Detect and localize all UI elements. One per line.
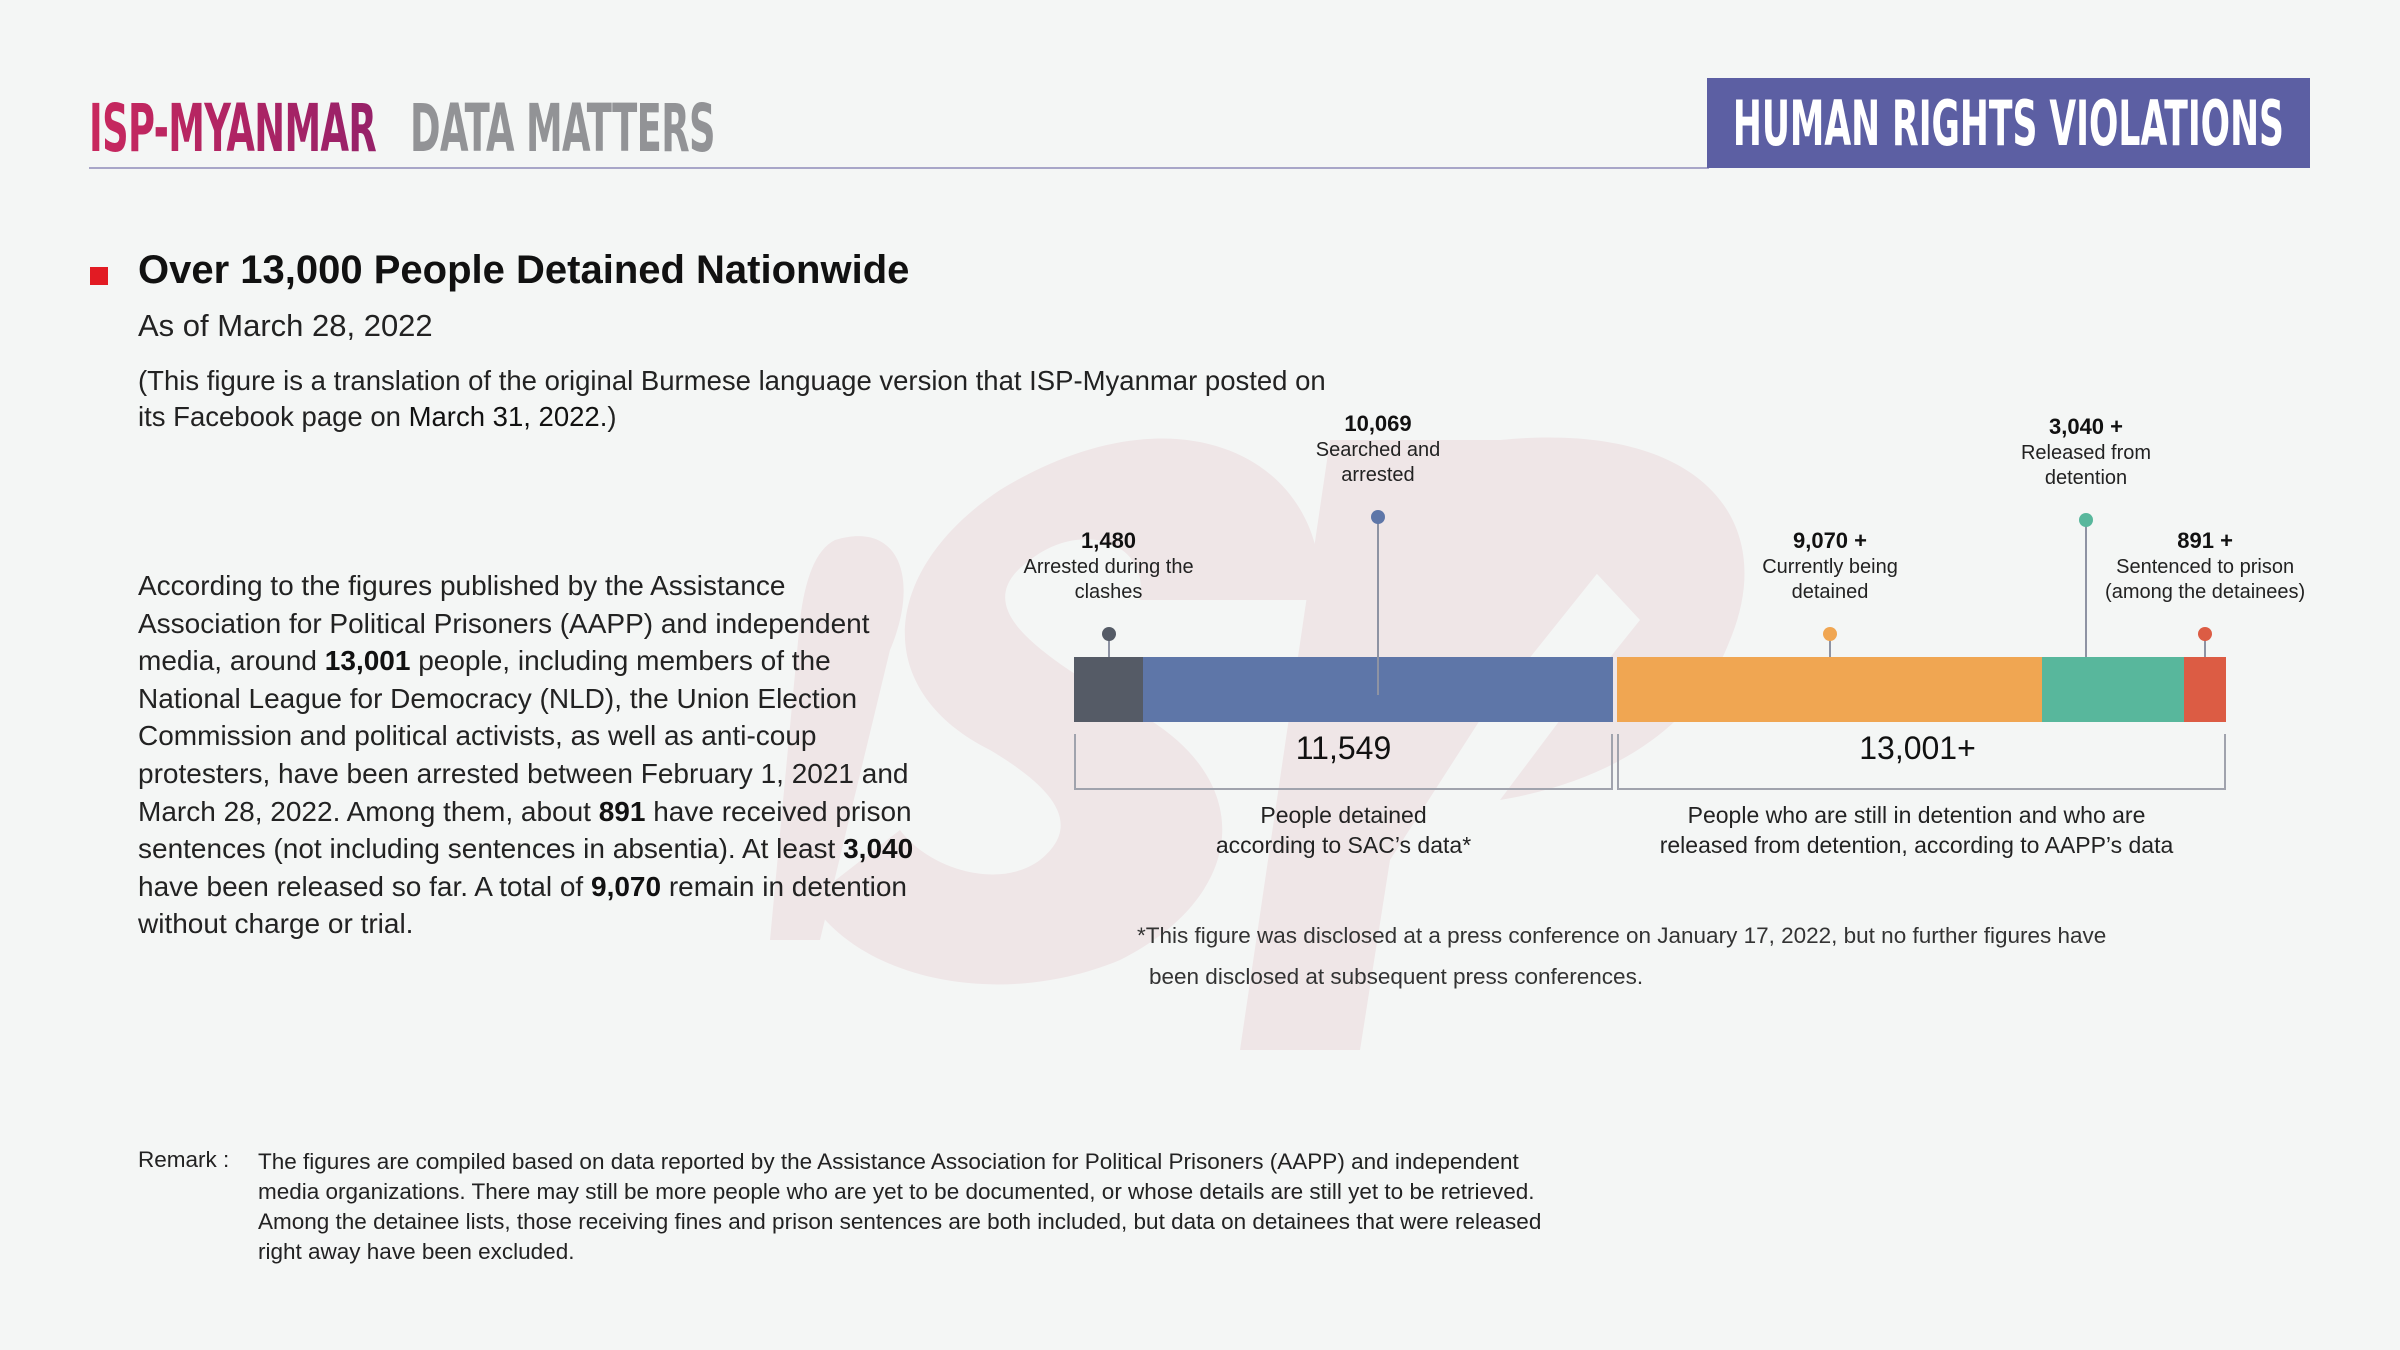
callout-label: clashes [1074, 581, 1143, 603]
group-total-label: 13,001+ [1859, 730, 1976, 766]
callout-label: Arrested during the [1023, 556, 1194, 578]
footnote-line-1: *This figure was disclosed at a press co… [1137, 923, 2107, 948]
footnote-line-2: been disclosed at subsequent press confe… [1149, 964, 1644, 989]
chart-footnote: *This figure was disclosed at a press co… [1137, 915, 2106, 997]
note-date: March 31, 2022. [408, 401, 608, 432]
segment-callout: 9,070 + Currently being detained [1762, 527, 1898, 605]
group-description: People detained according to SAC’s data* [1216, 800, 1471, 860]
as-of-date: As of March 28, 2022 [138, 308, 433, 343]
bar-segment-arrested-during-the-clashes [1074, 657, 1144, 722]
callout-label: Currently being [1762, 556, 1898, 578]
paragraph-text: have received prison sentences (not incl… [138, 795, 912, 865]
callout-label: detention [2044, 467, 2128, 489]
callout-label: arrested [1341, 464, 1415, 486]
highlight-number: 13,001 [324, 645, 411, 677]
callout-pin-dot [1371, 510, 1385, 524]
paragraph-text: people, including members of the Nationa… [138, 645, 909, 827]
paragraph-text: remain in detention without charge or tr… [138, 870, 908, 940]
bar-segment-currently-being-detained [1617, 657, 2042, 722]
summary-paragraph: According to the figures published by th… [138, 567, 918, 943]
highlight-number: 9,070 [591, 870, 662, 902]
note-prefix: (This figure is a translation of the ori… [138, 365, 1326, 432]
group-description-line: People detained [1260, 802, 1427, 828]
callout-pin-line [1107, 634, 1110, 657]
segment-callout: 1,480 Arrested during the clashes [1023, 527, 1193, 605]
callout-pin-dot [2079, 513, 2093, 527]
callout-label: Sentenced to prison [2116, 556, 2295, 578]
callout-pin-dot [1101, 627, 1116, 641]
group-description-line: released from detention, according to AA… [1659, 832, 2174, 858]
callout-label: Released from [2020, 442, 2152, 464]
group-description: People who are still in detention and wh… [1660, 800, 2174, 860]
callout-value: 1,480 [1080, 528, 1137, 553]
callout-value: 3,040 + [2048, 414, 2123, 439]
page-title: Over 13,000 People Detained Nationwide [138, 248, 910, 292]
header-divider [89, 167, 1709, 169]
callout-label: Searched and [1315, 439, 1441, 461]
remark-text: The figures are compiled based on data r… [258, 1149, 1542, 1264]
callout-pin-line [1377, 517, 1379, 695]
callout-pin-dot [1823, 627, 1837, 641]
note-suffix: ) [607, 401, 617, 432]
section-badge-label: HUMAN RIGHTS VIOLATIONS [1732, 86, 2285, 160]
group-description-line: People who are still in detention and wh… [1687, 802, 2146, 828]
segment-callout: 891 + Sentenced to prison (among the detai… [2105, 527, 2305, 605]
callout-pin-line [2204, 634, 2207, 657]
group-description-line: according to SAC’s data* [1215, 832, 1472, 858]
callout-pin-dot [2198, 627, 2213, 641]
callout-value: 9,070 + [1792, 528, 1867, 553]
segment-callout: 3,040 + Released from detention [2021, 413, 2151, 491]
group-total-label: 11,549 [1295, 730, 1392, 766]
paragraph-text: have been released so far. A total of [138, 870, 591, 902]
callout-value: 891 + [2177, 528, 2233, 553]
callout-value: 10,069 [1344, 411, 1412, 436]
brand-tagline: DATA MATTERS [410, 92, 902, 162]
paragraph-text: According to the figures published by th… [138, 570, 870, 677]
translation-note: (This figure is a translation of the ori… [138, 363, 1338, 435]
brand-primary: ISP-MYANMAR [89, 90, 377, 167]
brand-logo: ISP-MYANMAR [89, 92, 552, 162]
highlight-number: 3,040 [843, 833, 914, 865]
title-bullet-icon [90, 267, 108, 285]
group-bracket [1074, 734, 1613, 790]
callout-pin-line [2085, 520, 2087, 657]
brand-secondary: DATA MATTERS [410, 90, 715, 167]
bar-segment-released-from-detention [2041, 657, 2185, 722]
section-badge: HUMAN RIGHTS VIOLATIONS [1707, 78, 2310, 168]
callout-pin-line [1829, 634, 1831, 657]
highlight-number: 891 [598, 795, 646, 827]
callout-label: detained [1791, 581, 1869, 603]
bar-segment-sentenced-to-prison-among-the-detainees- [2184, 657, 2226, 722]
remark-label: Remark : [138, 1147, 230, 1172]
group-bracket [1617, 734, 2226, 790]
callout-label: (among the detainees) [2105, 581, 2306, 603]
segment-callout: 10,069 Searched and arrested [1316, 410, 1441, 488]
